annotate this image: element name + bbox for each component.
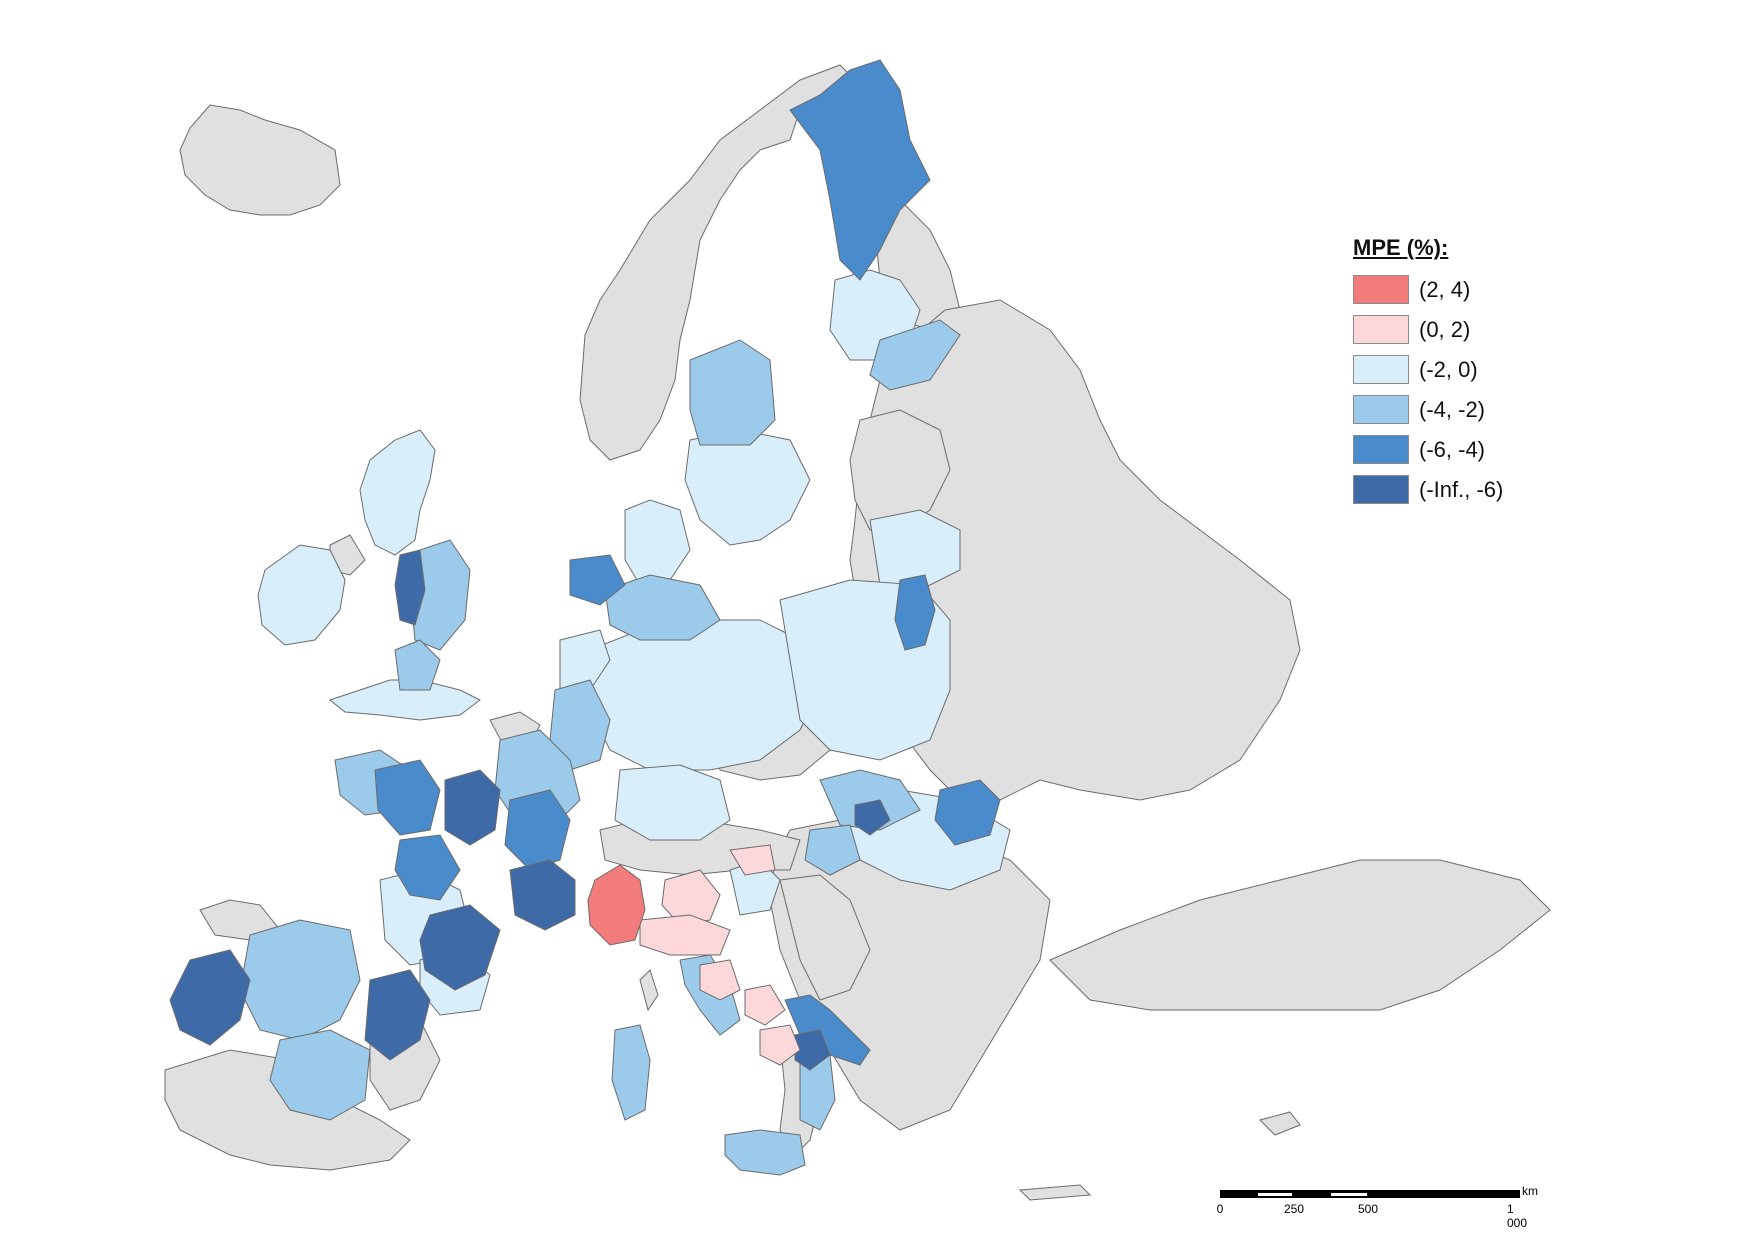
region-italy-lazio	[759, 1024, 801, 1066]
legend-item: (2, 4)	[1353, 273, 1503, 306]
legend-item: (-Inf., -6)	[1353, 473, 1503, 506]
region-sicily	[724, 1129, 806, 1176]
region-italy-marche	[699, 959, 741, 1001]
class-minus6-minus4-regions	[374, 59, 1001, 1066]
legend-swatch	[1353, 395, 1409, 424]
region-austria-dark	[854, 799, 891, 836]
class-0-2-regions	[639, 844, 801, 1066]
region-turkey	[1049, 859, 1551, 1011]
region-sardinia	[611, 1024, 651, 1121]
region-romania	[934, 779, 1001, 846]
legend-swatch	[1353, 275, 1409, 304]
legend-label: (-6, -4)	[1419, 436, 1485, 462]
region-finland-north	[789, 59, 931, 281]
class-minusinf-minus6-regions	[169, 549, 891, 1071]
legend-label: (-Inf., -6)	[1419, 476, 1504, 502]
region-france-paris	[444, 769, 501, 846]
region-finland-southeast	[869, 319, 961, 391]
region-wales	[394, 639, 441, 691]
region-germany-east-dark	[569, 554, 626, 606]
region-crete	[1018, 1184, 1092, 1201]
region-france-south-dark	[419, 904, 501, 991]
region-sweden-south	[684, 429, 811, 546]
legend-swatch	[1353, 435, 1409, 464]
legend-swatch	[1353, 355, 1409, 384]
region-italy-abruzzo	[744, 984, 786, 1026]
region-france-west-dark	[374, 759, 441, 836]
legend-label: (-4, -2)	[1419, 396, 1485, 422]
region-denmark	[624, 499, 691, 586]
legend-label: (-2, 0)	[1419, 356, 1478, 382]
region-germany-north	[604, 574, 721, 641]
scale-tick-label: 1 000	[1507, 1202, 1528, 1230]
scale-tick-label: 250	[1283, 1202, 1305, 1216]
region-sweden-central	[689, 339, 776, 446]
region-east-europe	[849, 299, 1301, 801]
scale-bar-graphic	[1220, 1190, 1520, 1198]
scale-bar: 0 250 500 1 000 km	[1216, 1184, 1540, 1230]
region-spain-south-dark	[364, 969, 431, 1061]
legend-label: (0, 2)	[1419, 316, 1471, 342]
region-hungary-west	[804, 824, 861, 876]
legend-swatch	[1353, 475, 1409, 504]
region-norway	[579, 64, 861, 461]
region-portugal	[169, 949, 251, 1046]
region-france-aquitaine-blue	[394, 834, 461, 901]
region-poland-east	[894, 574, 936, 651]
scale-bar-segment	[1258, 1193, 1292, 1196]
legend-item: (-4, -2)	[1353, 393, 1503, 426]
region-italy-veneto	[729, 844, 776, 876]
class-2-4-regions	[587, 864, 646, 946]
region-ireland	[257, 544, 346, 646]
scale-tick-label: 0	[1216, 1202, 1224, 1216]
legend-label: (2, 4)	[1419, 276, 1471, 302]
region-france-rhone	[509, 859, 576, 931]
legend-item: (-2, 0)	[1353, 353, 1503, 386]
region-england-south	[328, 679, 481, 721]
scale-bar-segment	[1331, 1193, 1367, 1196]
region-corsica	[639, 969, 659, 1012]
scale-tick-label: 500	[1357, 1202, 1379, 1216]
region-italy-piedmont	[587, 864, 646, 946]
region-italy-lombardy	[661, 869, 721, 926]
region-austria	[819, 769, 921, 831]
region-cyprus	[1259, 1111, 1301, 1136]
region-south-germany	[614, 764, 731, 841]
legend-swatch	[1353, 315, 1409, 344]
legend-title: MPE (%):	[1353, 235, 1449, 260]
region-netherlands	[559, 629, 611, 691]
legend-item: (0, 2)	[1353, 313, 1503, 346]
scale-unit-label: km	[1522, 1184, 1538, 1198]
region-italy-emilia	[639, 914, 731, 956]
legend: MPE (%): (2, 4) (0, 2) (-2, 0) (-4, -2) …	[1353, 235, 1503, 513]
region-france-centre-blue	[504, 789, 571, 871]
region-spain-central	[239, 919, 361, 1041]
region-scotland	[359, 429, 436, 556]
region-italy-campania-dark	[794, 1029, 831, 1071]
region-spain-madrid	[269, 1029, 371, 1121]
region-croatia	[779, 874, 871, 1001]
region-iceland	[179, 104, 341, 216]
region-england-northwest	[394, 549, 426, 626]
legend-item: (-6, -4)	[1353, 433, 1503, 466]
